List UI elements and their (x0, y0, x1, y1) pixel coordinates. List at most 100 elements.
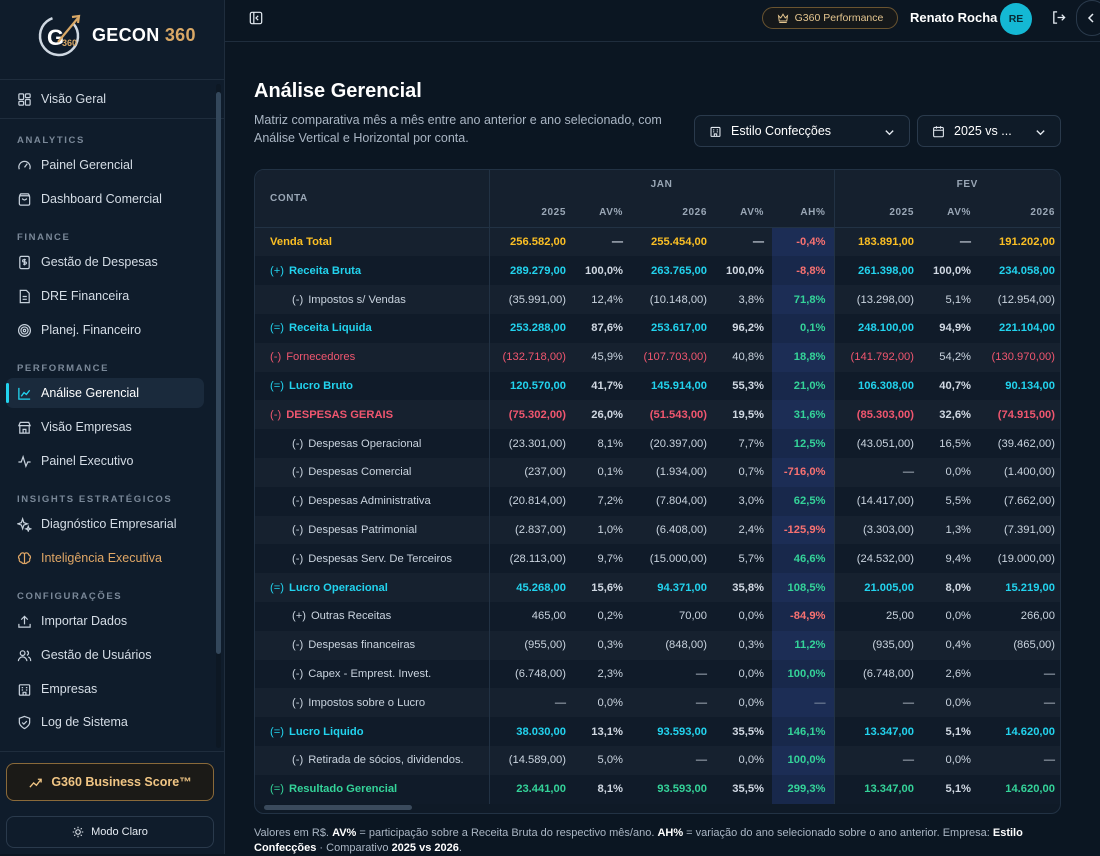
value-cell: 191.202,00 (979, 227, 1060, 257)
value-cell: 0,1% (574, 457, 631, 487)
section-finance: FINANCE (17, 232, 71, 243)
brand-logo[interactable]: G 360 GECON 360 (36, 12, 196, 62)
account-label: Lucro Operacional (288, 581, 388, 594)
table-footnote: Valores em R$. AV% = participação sobre … (254, 827, 1023, 854)
table-row[interactable]: (=) Lucro Liquido 38.030,00 13,1% 93.593,00 3… (255, 717, 1060, 746)
business-score-button[interactable]: G360 Business Score™ (6, 763, 214, 801)
value-cell: (15.000,00) (631, 544, 715, 574)
value-cell: 263.765,00 (631, 256, 715, 286)
value-cell: 266,00 (979, 601, 1060, 631)
column-header: 2025 (489, 198, 574, 229)
value-cell: 183.891,00 (833, 227, 922, 257)
table-scrollbar-thumb[interactable] (264, 805, 412, 810)
value-cell: 0,0% (574, 688, 631, 718)
nav-label: Importar Dados (41, 614, 128, 628)
analysis-table[interactable]: CONTA JAN FEV 2025 AV% 2026 AV% AH% 2025… (254, 169, 1061, 814)
panel-toggle-button[interactable] (1076, 0, 1100, 36)
column-header-conta[interactable]: CONTA (255, 170, 490, 229)
table-row[interactable]: (-) Despesas Serv. De Terceiros (28.113,00… (255, 544, 1060, 574)
table-row[interactable]: (=) Lucro Bruto 120.570,00 41,7% 145.914,00 5… (255, 371, 1060, 401)
nav-importar-dados[interactable]: Importar Dados (6, 606, 204, 636)
table-row[interactable]: (=) Lucro Operacional 45.268,00 15,6% 94.371… (255, 573, 1060, 602)
account-sign: (-) (292, 523, 304, 536)
table-row[interactable]: (-) Retirada de sócios, dividendos. (14.58… (255, 745, 1060, 775)
account-label: Despesas Serv. De Terceiros (308, 552, 453, 565)
logout-icon[interactable] (1051, 10, 1066, 25)
nav-painel-gerencial[interactable]: Painel Gerencial (6, 150, 204, 180)
performance-badge[interactable]: G360 Performance (762, 7, 898, 29)
table-row[interactable]: (-) Despesas Operacional (23.301,00) 8,1% (2… (255, 429, 1060, 458)
value-cell: 55,3% (715, 371, 772, 401)
table-row[interactable]: (-) Despesas Comercial (237,00) 0,1% (1.934,… (255, 457, 1060, 487)
account-label: Retirada de sócios, dividendos. (308, 754, 464, 767)
nav-analise-gerencial[interactable]: Análise Gerencial (6, 378, 204, 408)
value-cell: 0,3% (715, 630, 772, 660)
table-row[interactable]: (-) Despesas Administrativa (20.814,00) 7,2… (255, 486, 1060, 516)
ah-cell: 0,1% (772, 313, 834, 343)
table-row[interactable]: (+) Outras Receitas 465,00 0,2% 70,00 0,0% -84… (255, 601, 1060, 631)
table-row[interactable]: (-) Fornecedores (132.718,00) 45,9% (107.703… (255, 342, 1060, 372)
nav-visao-geral[interactable]: Visão Geral (6, 84, 204, 114)
account-sign: (-) (292, 437, 304, 450)
account-label: Despesas Administrativa (308, 495, 431, 508)
table-row[interactable]: (=) Resultado Gerencial 23.441,00 8,1% 93.59… (255, 774, 1060, 804)
value-cell: 45.268,00 (489, 573, 574, 602)
value-cell: — (833, 745, 922, 775)
business-score-label: G360 Business Score™ (51, 775, 192, 789)
account-cell: (=) Lucro Liquido (255, 717, 490, 746)
account-label: Despesas Operacional (308, 437, 422, 450)
nav-label: Visão Geral (41, 92, 107, 106)
value-cell: 465,00 (489, 601, 574, 631)
value-cell: 3,8% (715, 285, 772, 314)
table-row[interactable]: (-) Impostos s/ Vendas (35.991,00) 12,4% (10… (255, 285, 1060, 314)
nav-empresas[interactable]: Empresas (6, 674, 204, 704)
value-cell: 2,6% (922, 659, 979, 689)
value-cell: 3,0% (715, 486, 772, 516)
value-cell: (13.298,00) (833, 285, 922, 314)
account-label: Despesas Patrimonial (308, 523, 418, 536)
value-cell: (7.662,00) (979, 486, 1060, 516)
ah-cell: 18,8% (772, 342, 834, 372)
nav-visao-empresas[interactable]: Visão Empresas (6, 412, 204, 442)
chevron-left-icon (1087, 13, 1094, 23)
value-cell: (865,00) (979, 630, 1060, 660)
value-cell: 14.620,00 (979, 774, 1060, 804)
table-row[interactable]: (-) Capex - Emprest. Invest. (6.748,00) 2,3… (255, 659, 1060, 689)
table-row[interactable]: (=) Receita Liquida 253.288,00 87,6% 253.617… (255, 313, 1060, 343)
nav-gestao-despesas[interactable]: Gestão de Despesas (6, 247, 204, 277)
table-row[interactable]: (-) Despesas financeiras (955,00) 0,3% (848,… (255, 630, 1060, 660)
svg-text:360: 360 (62, 38, 77, 48)
nav-log-sistema[interactable]: Log de Sistema (6, 707, 204, 737)
ah-cell: — (772, 688, 834, 718)
account-cell: (-) Capex - Emprest. Invest. (255, 659, 490, 689)
nav-planej-financeiro[interactable]: Planej. Financeiro (6, 315, 204, 345)
value-cell: (237,00) (489, 457, 574, 487)
value-cell: 0,4% (922, 630, 979, 660)
nav-inteligencia-executiva[interactable]: Inteligência Executiva (6, 543, 204, 573)
value-cell: 0,0% (922, 601, 979, 631)
account-sign: (+) (270, 264, 284, 277)
company-select[interactable]: Estilo Confecções (694, 115, 910, 147)
table-horizontal-scrollbar[interactable] (256, 803, 1059, 813)
value-cell: 32,6% (922, 400, 979, 430)
value-cell: 13.347,00 (833, 774, 922, 804)
nav-painel-executivo[interactable]: Painel Executivo (6, 446, 204, 476)
nav-gestao-usuarios[interactable]: Gestão de Usuários (6, 640, 204, 670)
nav-dre-financeira[interactable]: DRE Financeira (6, 281, 204, 311)
value-cell: (28.113,00) (489, 544, 574, 574)
sidebar-collapse-icon[interactable] (249, 11, 263, 25)
nav-dashboard-comercial[interactable]: Dashboard Comercial (6, 184, 204, 214)
account-sign: (-) (270, 408, 282, 421)
table-row[interactable]: (-) Impostos sobre o Lucro —0,0% —0,0% — —0,0… (255, 688, 1060, 718)
table-row[interactable]: (-) Despesas Patrimonial (2.837,00) 1,0% (6.… (255, 515, 1060, 545)
value-cell: 2,4% (715, 515, 772, 545)
light-mode-button[interactable]: Modo Claro (6, 816, 214, 848)
nav-diagnostico-empresarial[interactable]: Diagnóstico Empresarial (6, 509, 204, 539)
table-row[interactable]: (-) DESPESAS GERAIS (75.302,00) 26,0% (51.54… (255, 400, 1060, 430)
avatar[interactable]: RE (1000, 3, 1032, 35)
sidebar-scrollbar-thumb[interactable] (216, 92, 221, 654)
comparison-select[interactable]: 2025 vs ... (917, 115, 1061, 147)
table-row[interactable]: Venda Total 256.582,00—255.454,00— -0,4% 18… (255, 227, 1060, 257)
table-row[interactable]: (+) Receita Bruta 289.279,00 100,0% 263.765,… (255, 256, 1060, 286)
column-header: AV% (715, 198, 772, 229)
